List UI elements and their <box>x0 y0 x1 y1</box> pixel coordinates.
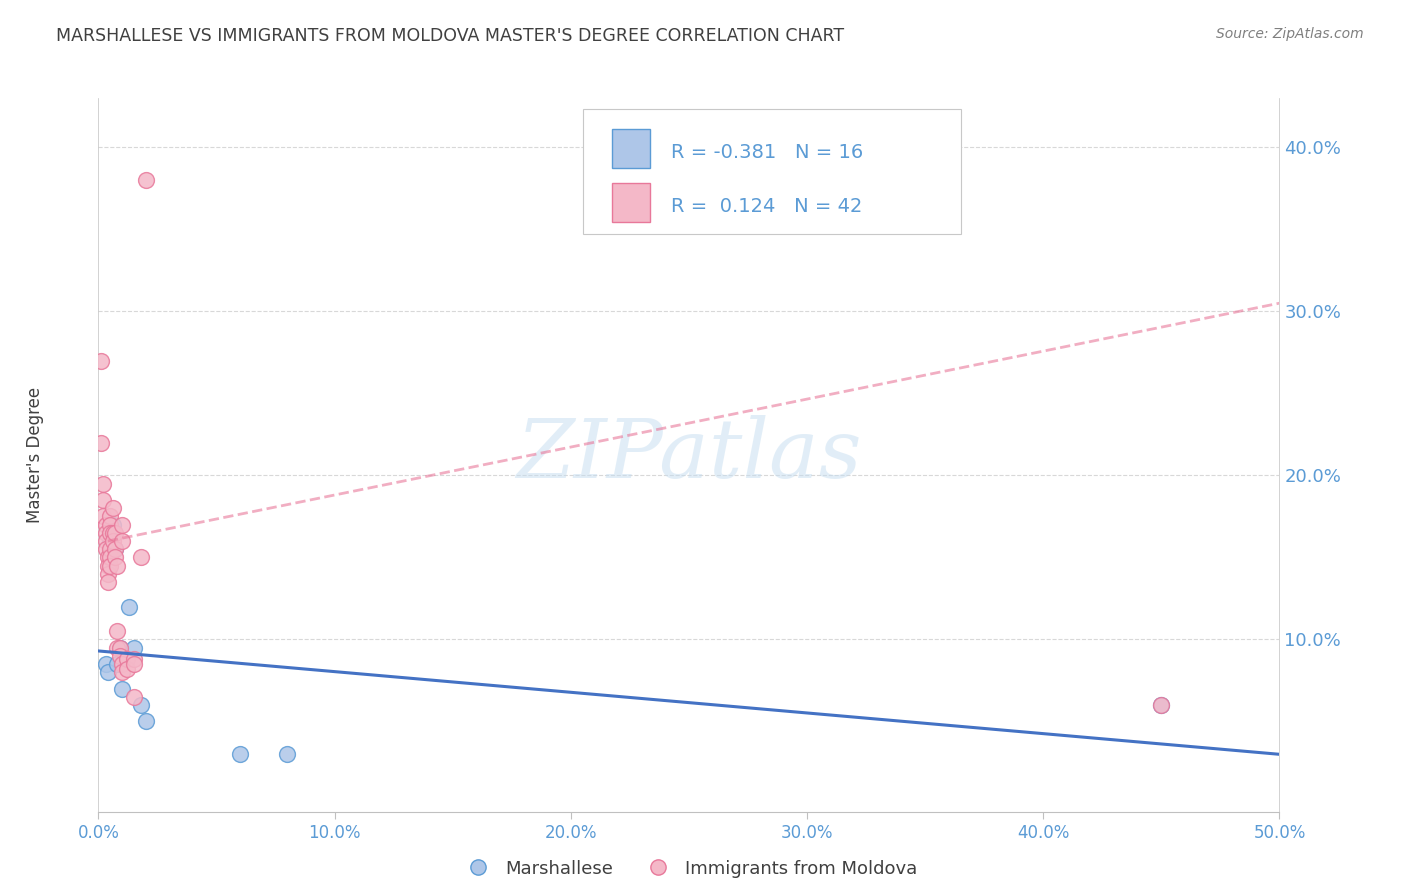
Text: MARSHALLESE VS IMMIGRANTS FROM MOLDOVA MASTER'S DEGREE CORRELATION CHART: MARSHALLESE VS IMMIGRANTS FROM MOLDOVA M… <box>56 27 845 45</box>
Point <box>101 534 124 549</box>
Point <box>90 435 112 450</box>
Point <box>101 501 124 516</box>
Point <box>94 542 117 557</box>
Text: Master's Degree: Master's Degree <box>27 387 44 523</box>
Point <box>104 525 127 540</box>
Point <box>111 665 134 680</box>
Point <box>105 624 128 639</box>
Point <box>115 662 138 676</box>
Point <box>105 558 128 573</box>
Point <box>94 525 117 540</box>
Point <box>104 542 127 557</box>
Point <box>104 550 127 565</box>
Point <box>135 173 157 187</box>
Point <box>94 657 117 671</box>
Point <box>122 657 145 671</box>
Point <box>104 542 127 557</box>
Point <box>108 640 131 655</box>
Point <box>90 353 112 368</box>
Point <box>94 534 117 549</box>
Point <box>108 648 131 663</box>
Point <box>101 517 124 532</box>
Point <box>111 681 134 696</box>
Point <box>98 542 121 557</box>
Point <box>135 714 157 729</box>
Point <box>105 657 128 671</box>
Point <box>101 525 124 540</box>
Point <box>98 525 121 540</box>
FancyBboxPatch shape <box>582 109 960 234</box>
Point <box>98 550 121 565</box>
Point <box>98 525 121 540</box>
Point <box>122 652 145 666</box>
Text: R =  0.124   N = 42: R = 0.124 N = 42 <box>671 197 863 216</box>
Point <box>91 476 114 491</box>
Point <box>97 566 120 581</box>
Point <box>276 747 298 762</box>
Point <box>1150 698 1173 712</box>
FancyBboxPatch shape <box>612 183 650 222</box>
Point <box>91 493 114 508</box>
Point <box>94 517 117 532</box>
Point <box>122 690 145 704</box>
Text: R = -0.381   N = 16: R = -0.381 N = 16 <box>671 143 863 162</box>
Point <box>1150 698 1173 712</box>
Point <box>111 657 134 671</box>
Point <box>229 747 252 762</box>
Point <box>98 534 121 549</box>
Point <box>97 665 120 680</box>
Point <box>105 640 128 655</box>
Point <box>115 652 138 666</box>
Point <box>122 640 145 655</box>
Point <box>111 517 134 532</box>
Legend: Marshallese, Immigrants from Moldova: Marshallese, Immigrants from Moldova <box>453 853 925 885</box>
Point <box>111 534 134 549</box>
Point <box>118 599 141 614</box>
Point <box>129 550 152 565</box>
FancyBboxPatch shape <box>612 129 650 169</box>
Text: Source: ZipAtlas.com: Source: ZipAtlas.com <box>1216 27 1364 41</box>
Point <box>98 558 121 573</box>
Text: ZIPatlas: ZIPatlas <box>516 415 862 495</box>
Point <box>98 517 121 532</box>
Point <box>97 575 120 590</box>
Point <box>97 550 120 565</box>
Point <box>108 640 131 655</box>
Point <box>129 698 152 712</box>
Point <box>91 509 114 524</box>
Point <box>97 558 120 573</box>
Point <box>98 509 121 524</box>
